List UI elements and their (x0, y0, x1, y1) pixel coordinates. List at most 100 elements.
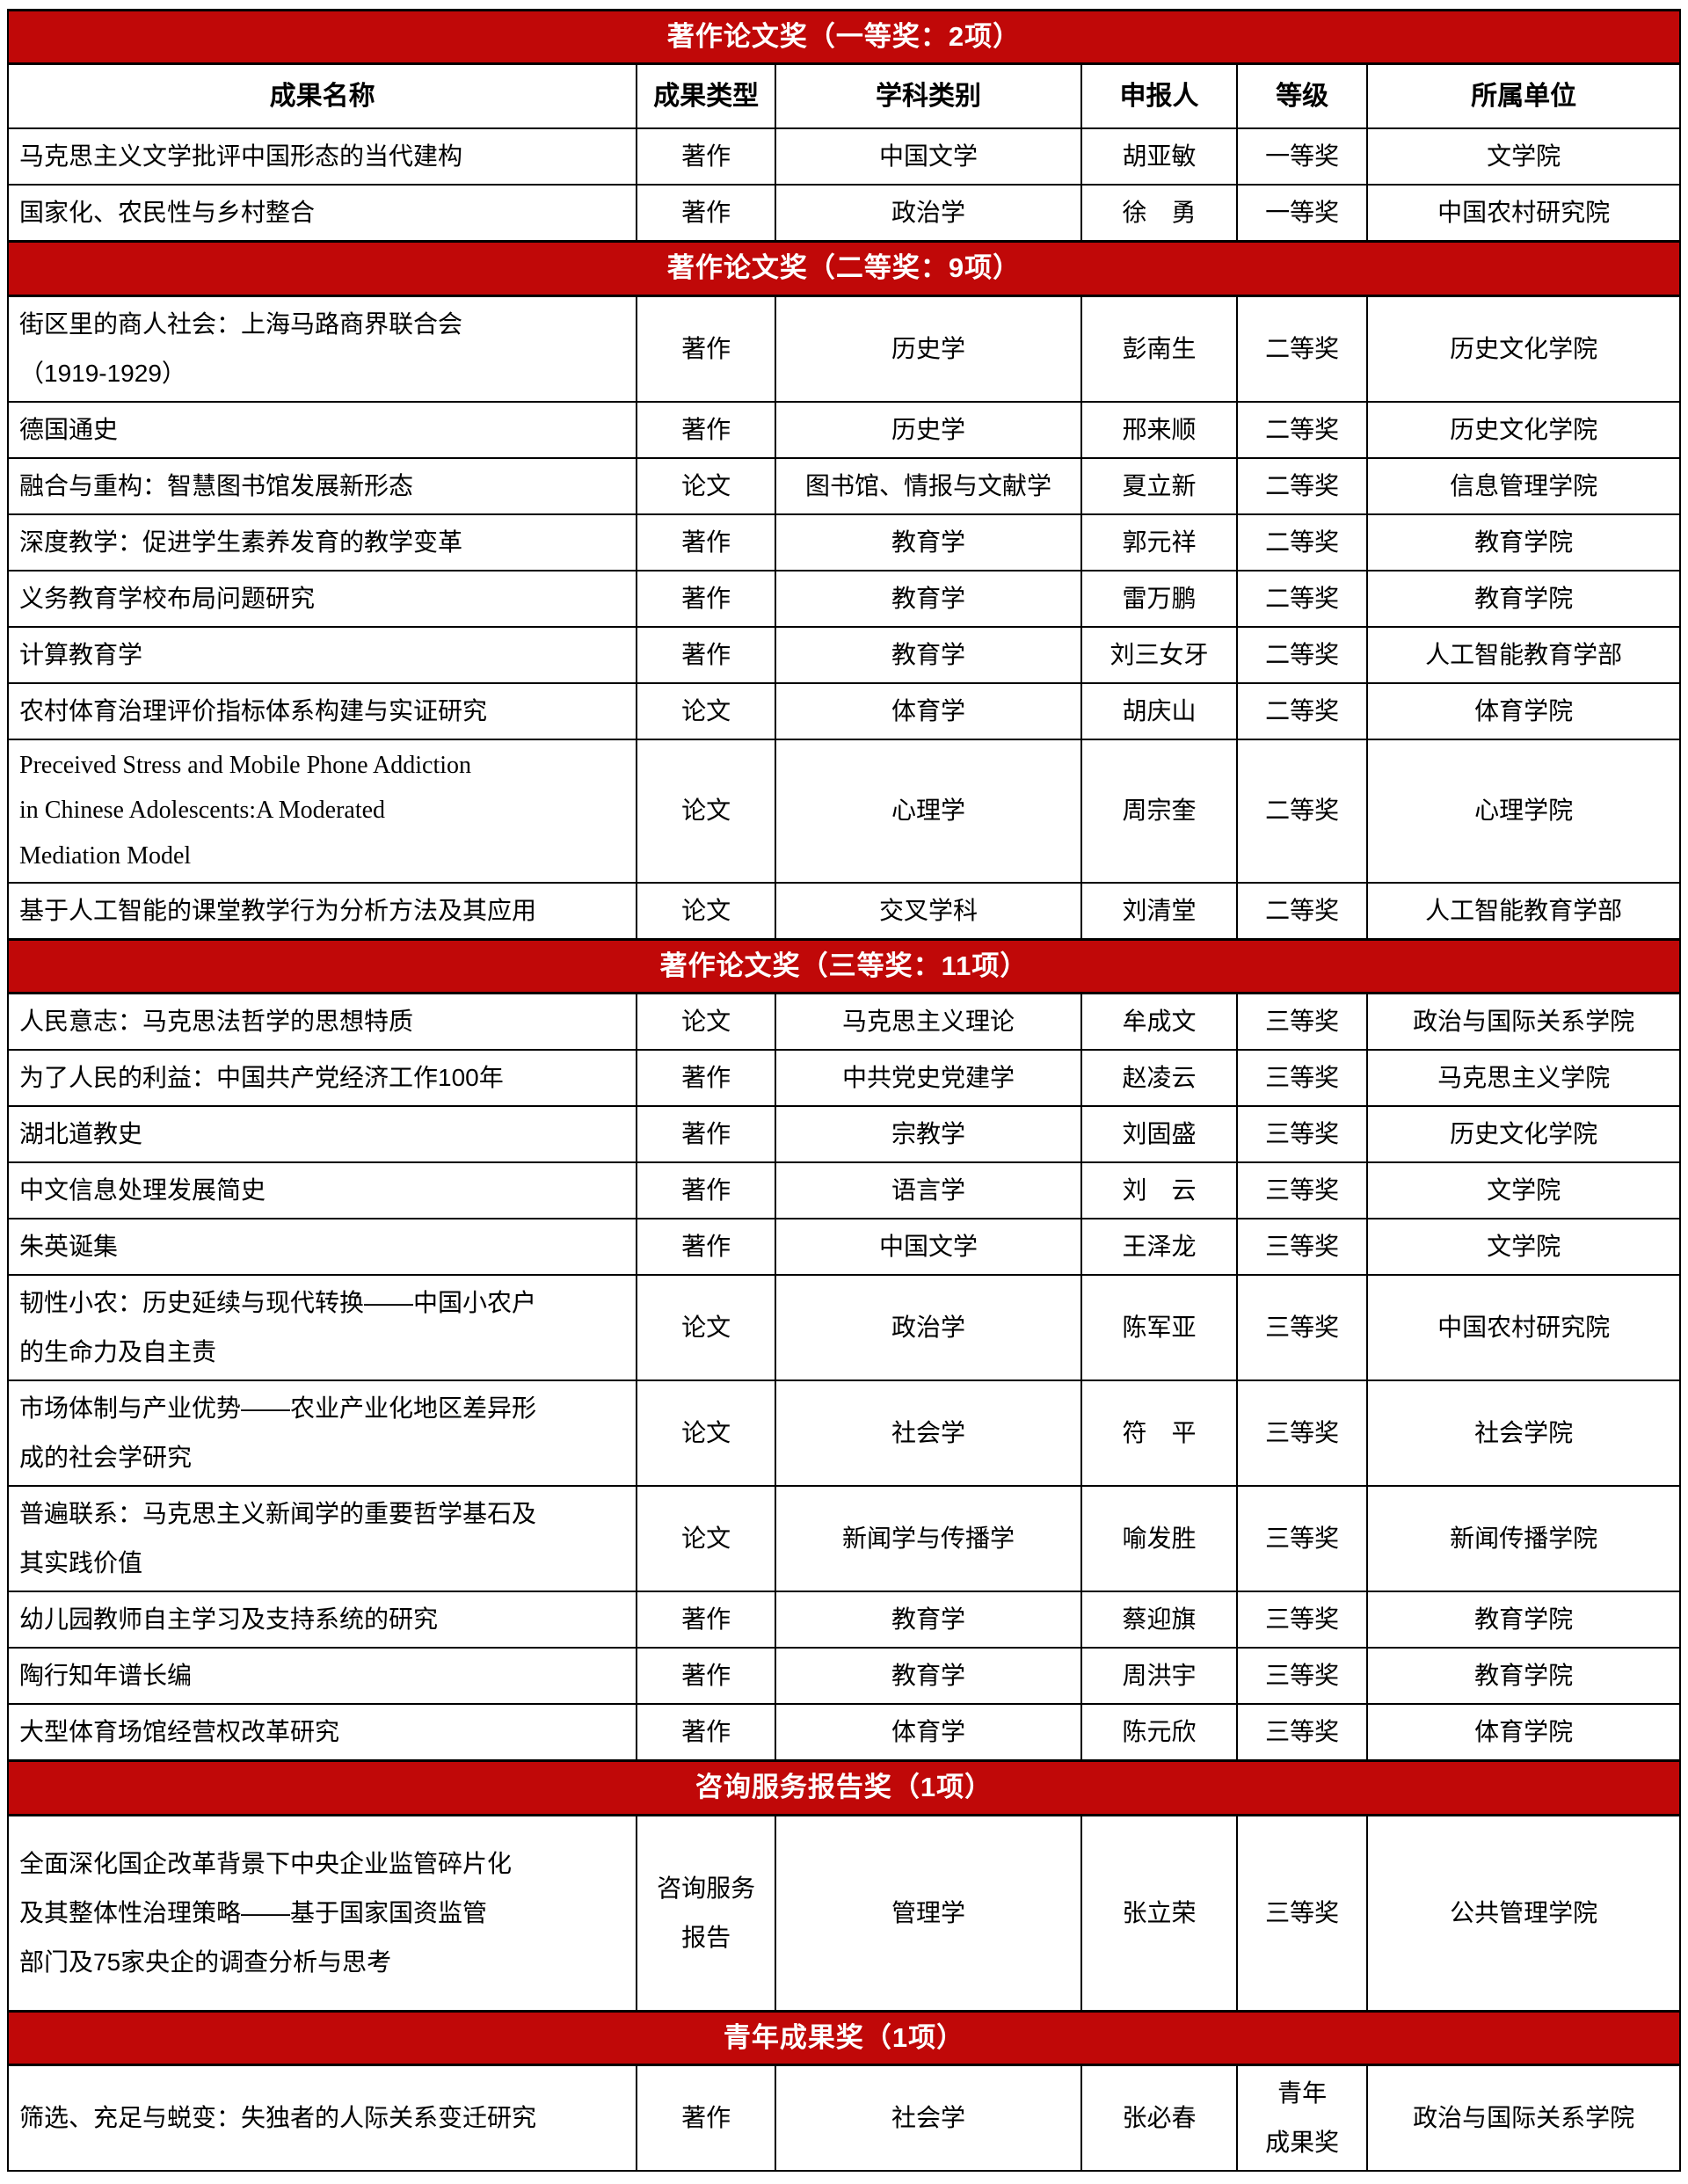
cell-subject-category: 语言学 (775, 1161, 1083, 1220)
cell-achievement-name: 人民意志：马克思法哲学的思想特质 (6, 992, 638, 1052)
cell-applicant: 刘清堂 (1080, 881, 1238, 941)
cell-award-level: 三等奖 (1235, 1049, 1369, 1108)
cell-achievement-type: 著作 (636, 2064, 777, 2172)
cell-award-level: 二等奖 (1235, 295, 1369, 403)
table-row: 农村体育治理评价指标体系构建与实证研究 论文 体育学 胡庆山 二等奖 体育学院 (6, 681, 1681, 740)
cell-achievement-name: 义务教育学校布局问题研究 (6, 569, 638, 628)
cell-achievement-type: 著作 (636, 1591, 777, 1649)
cell-applicant: 刘 云 (1080, 1161, 1238, 1220)
section-band-row: 著作论文奖（一等奖：2项） (7, 8, 1681, 66)
cell-award-level: 二等奖 (1235, 625, 1369, 684)
cell-achievement-name: 农村体育治理评价指标体系构建与实证研究 (6, 681, 638, 740)
cell-affiliation: 历史文化学院 (1366, 295, 1681, 403)
cell-achievement-type: 著作 (636, 1161, 777, 1220)
section-band-title: 咨询服务报告奖（1项） (7, 1759, 1681, 1816)
cell-applicant: 符 平 (1080, 1380, 1238, 1488)
column-header-type: 成果类型 (636, 62, 777, 130)
cell-subject-category: 马克思主义理论 (775, 992, 1083, 1052)
cell-achievement-name: 市场体制与产业优势——农业产业化地区差异形 成的社会学研究 (6, 1380, 638, 1488)
cell-achievement-type: 著作 (636, 295, 777, 403)
cell-achievement-name: 中文信息处理发展简史 (6, 1161, 638, 1220)
table-row: 计算教育学 著作 教育学 刘三女牙 二等奖 人工智能教育学部 (6, 625, 1681, 684)
section-band-title: 青年成果奖（1项） (7, 2009, 1681, 2066)
column-header-unit: 所属单位 (1366, 62, 1681, 130)
column-header-subject: 学科类别 (775, 62, 1083, 130)
cell-achievement-name: 陶行知年谱长编 (6, 1647, 638, 1706)
cell-achievement-name: 街区里的商人社会：上海马路商界联合会 （1919-1929） (6, 295, 638, 403)
cell-subject-category: 教育学 (775, 569, 1083, 628)
cell-award-level: 三等奖 (1235, 1105, 1369, 1164)
cell-affiliation: 人工智能教育学部 (1366, 881, 1681, 941)
section-band-row: 著作论文奖（二等奖：9项） (7, 240, 1681, 297)
cell-award-level: 二等奖 (1235, 881, 1369, 941)
cell-award-level: 三等奖 (1235, 1161, 1369, 1220)
section-band-title: 著作论文奖（三等奖：11项） (7, 937, 1681, 995)
cell-applicant: 王泽龙 (1080, 1218, 1238, 1277)
cell-achievement-name: 基于人工智能的课堂教学行为分析方法及其应用 (6, 881, 638, 941)
cell-affiliation: 中国农村研究院 (1366, 184, 1681, 243)
cell-affiliation: 教育学院 (1366, 513, 1681, 571)
cell-achievement-type: 著作 (636, 127, 777, 186)
cell-affiliation: 新闻传播学院 (1366, 1485, 1681, 1593)
cell-affiliation: 教育学院 (1366, 1647, 1681, 1706)
cell-achievement-type: 论文 (636, 992, 777, 1052)
cell-award-level: 一等奖 (1235, 184, 1369, 243)
column-header-applicant: 申报人 (1080, 62, 1238, 130)
cell-affiliation: 心理学院 (1366, 738, 1681, 884)
cell-achievement-type: 论文 (636, 1485, 777, 1593)
cell-affiliation: 马克思主义学院 (1366, 1049, 1681, 1108)
cell-subject-category: 教育学 (775, 513, 1083, 571)
cell-subject-category: 中国文学 (775, 127, 1083, 186)
cell-achievement-name: 普遍联系：马克思主义新闻学的重要哲学基石及 其实践价值 (6, 1485, 638, 1593)
cell-applicant: 张立荣 (1080, 1814, 1238, 2013)
cell-applicant: 陈元欣 (1080, 1703, 1238, 1762)
cell-subject-category: 历史学 (775, 400, 1083, 459)
cell-applicant: 胡亚敏 (1080, 127, 1238, 186)
cell-affiliation: 文学院 (1366, 127, 1681, 186)
cell-affiliation: 历史文化学院 (1366, 1105, 1681, 1164)
table-row: 国家化、农民性与乡村整合 著作 政治学徐 勇一等奖 中国农村研究院 (6, 184, 1681, 243)
section-band-title: 著作论文奖（一等奖：2项） (7, 8, 1681, 66)
column-header-name: 成果名称 (6, 62, 638, 130)
cell-affiliation: 信息管理学院 (1366, 456, 1681, 515)
table-row: 为了人民的利益：中国共产党经济工作100年 著作 中共党史党建学 赵凌云 三等奖 马克思主… (6, 1049, 1681, 1108)
cell-subject-category: 管理学 (775, 1814, 1083, 2013)
cell-applicant: 刘固盛 (1080, 1105, 1238, 1164)
cell-applicant: 胡庆山 (1080, 681, 1238, 740)
cell-achievement-name: 深度教学：促进学生素养发育的教学变革 (6, 513, 638, 571)
cell-award-level: 三等奖 (1235, 1591, 1369, 1649)
table-row: 人民意志：马克思法哲学的思想特质 论文 马克思主义理论 牟成文 三等奖 政治与国际关系学院 (6, 992, 1681, 1052)
cell-achievement-type: 著作 (636, 1218, 777, 1277)
table-row: 德国通史 著作 历史学 邢来顺 二等奖 历史文化学院 (6, 400, 1681, 459)
cell-achievement-name: 筛选、充足与蜕变：失独者的人际关系变迁研究 (6, 2064, 638, 2172)
table-row: 深度教学：促进学生素养发育的教学变革 著作 教育学 郭元祥 二等奖 教育学院 (6, 513, 1681, 571)
cell-affiliation: 人工智能教育学部 (1366, 625, 1681, 684)
cell-award-level: 二等奖 (1235, 456, 1369, 515)
cell-award-level: 二等奖 (1235, 400, 1369, 459)
table-row: 基于人工智能的课堂教学行为分析方法及其应用 论文 交叉学科 刘清堂 二等奖 人工智能教育学… (6, 881, 1681, 941)
table-row: 韧性小农：历史延续与现代转换——中国小农户 的生命力及自主责 论文 政治学 陈军亚 三等… (6, 1274, 1681, 1382)
cell-achievement-type: 著作 (636, 625, 777, 684)
cell-affiliation: 文学院 (1366, 1218, 1681, 1277)
cell-subject-category: 教育学 (775, 625, 1083, 684)
cell-subject-category: 交叉学科 (775, 881, 1083, 941)
cell-affiliation: 政治与国际关系学院 (1366, 2064, 1681, 2172)
cell-subject-category: 图书馆、情报与文献学 (775, 456, 1083, 515)
cell-applicant: 周宗奎 (1080, 738, 1238, 884)
cell-achievement-type: 著作 (636, 184, 777, 243)
table-row: 筛选、充足与蜕变：失独者的人际关系变迁研究 著作 社会学 张必春 青年 成果奖 政治与国际… (6, 2064, 1681, 2172)
cell-achievement-name: 马克思主义文学批评中国形态的当代建构 (6, 127, 638, 186)
awards-table: 著作论文奖（一等奖：2项） 成果名称 成果类型 学科类别 申报人 等级 所属单位 马克思主义文… (6, 8, 1681, 2172)
cell-affiliation: 文学院 (1366, 1161, 1681, 1220)
cell-affiliation: 中国农村研究院 (1366, 1274, 1681, 1382)
cell-applicant: 张必春 (1080, 2064, 1238, 2172)
cell-subject-category: 体育学 (775, 1703, 1083, 1762)
cell-achievement-name: 韧性小农：历史延续与现代转换——中国小农户 的生命力及自主责 (6, 1274, 638, 1382)
cell-affiliation: 政治与国际关系学院 (1366, 992, 1681, 1052)
cell-affiliation: 教育学院 (1366, 1591, 1681, 1649)
cell-applicant: 陈军亚 (1080, 1274, 1238, 1382)
cell-subject-category: 体育学 (775, 681, 1083, 740)
table-row: 朱英诞集 著作 中国文学 王泽龙 三等奖 文学院 (6, 1218, 1681, 1277)
column-header-row: 成果名称 成果类型 学科类别 申报人 等级 所属单位 (6, 62, 1681, 130)
cell-subject-category: 历史学 (775, 295, 1083, 403)
